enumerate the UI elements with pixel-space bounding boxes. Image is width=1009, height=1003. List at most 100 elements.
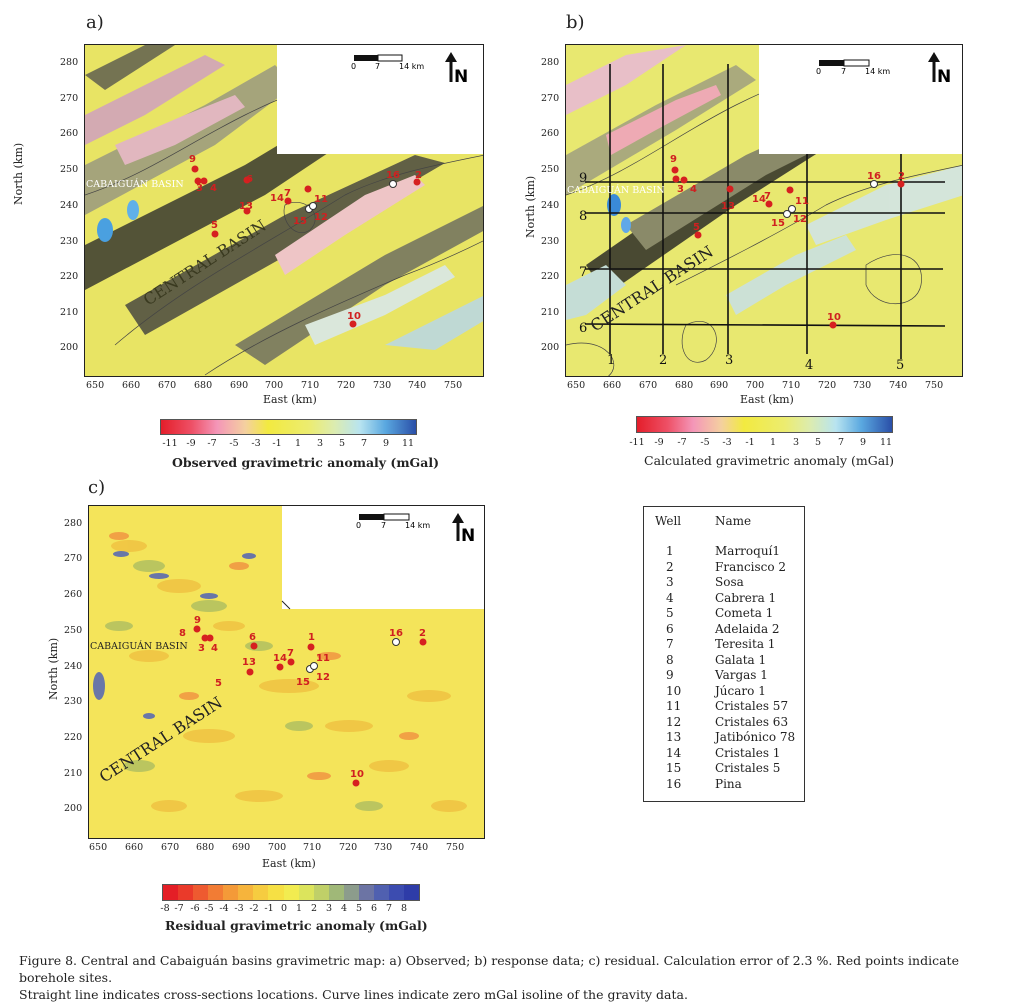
panel-a-map <box>84 44 484 377</box>
well-label: 12 <box>314 212 328 223</box>
well-label: 9 <box>194 615 201 626</box>
legend-well-num: 1 <box>666 544 674 558</box>
well-legend-table: Well Name 1 Marroquí1 2 Francisco 2 3 So… <box>643 506 805 802</box>
well-label: 13 <box>239 201 253 212</box>
well-marker[interactable] <box>191 165 421 328</box>
svg-text:9: 9 <box>579 171 587 186</box>
svg-text:N: N <box>454 67 468 87</box>
panel-a-label: a) <box>86 12 104 33</box>
svg-text:7: 7 <box>375 62 380 71</box>
panel-b-colorbar-title: Calculated gravimetric anomaly (mGal) <box>644 453 895 468</box>
legend-well-name: Francisco 2 <box>715 560 787 574</box>
legend-header-name: Name <box>715 514 752 528</box>
well-label: 3 <box>677 184 684 195</box>
central-basin-label: CENTRAL BASIN <box>96 693 226 787</box>
well-label: 12 <box>793 214 807 225</box>
cabaiguan-basin-label: CABAIGUÁN BASIN <box>90 640 188 652</box>
svg-text:0: 0 <box>356 521 361 530</box>
svg-text:7: 7 <box>381 521 386 530</box>
svg-text:14 km: 14 km <box>405 521 430 530</box>
legend-well-name: Galata 1 <box>715 653 767 667</box>
well-label: 4 <box>211 643 218 654</box>
panel-c-map <box>88 505 485 839</box>
legend-well-name: Cristales 5 <box>715 761 781 775</box>
central-basin-label: CENTRAL BASIN <box>140 216 270 310</box>
well-label: 11 <box>316 653 330 664</box>
legend-well-num: 11 <box>666 699 682 713</box>
well-label: 6 <box>246 174 253 185</box>
legend-well-num: 2 <box>666 560 674 574</box>
panel-c-residual-field <box>89 506 484 838</box>
well-label: 2 <box>898 171 905 182</box>
legend-well-num: 16 <box>666 777 682 791</box>
legend-well-name: Pina <box>715 777 742 791</box>
legend-well-num: 3 <box>666 575 674 589</box>
well-label: 13 <box>721 201 735 212</box>
well-marker[interactable] <box>671 166 905 329</box>
north-arrow-icon: N <box>445 52 468 87</box>
legend-well-name: Adelaida 2 <box>715 622 780 636</box>
legend-well-num: 14 <box>666 746 682 760</box>
legend-header-well: Well <box>655 514 682 528</box>
scale-bar: 0 7 14 km <box>351 54 424 71</box>
svg-text:5: 5 <box>896 358 904 373</box>
svg-text:2: 2 <box>659 353 667 368</box>
legend-well-num: 8 <box>666 653 674 667</box>
section-labels: 1 2 3 4 5 6 7 8 9 <box>579 171 904 373</box>
well-label: 8 <box>179 628 186 639</box>
svg-text:0: 0 <box>351 62 356 71</box>
well-label: 4 <box>690 184 697 195</box>
cross-section-lines[interactable] <box>584 64 946 359</box>
svg-text:14 km: 14 km <box>865 67 890 76</box>
legend-well-num: 9 <box>666 668 674 682</box>
well-label: 7 <box>764 191 771 202</box>
north-arrow-icon: N <box>452 513 475 546</box>
legend-well-num: 7 <box>666 637 674 651</box>
svg-text:3: 3 <box>725 353 733 368</box>
svg-text:1: 1 <box>607 353 615 368</box>
panel-c-colorbar <box>162 884 420 901</box>
legend-well-name: Cabrera 1 <box>715 591 777 605</box>
legend-well-num: 4 <box>666 591 674 605</box>
well-label: 10 <box>827 312 841 323</box>
panel-a-wells: 9 3 4 6 13 5 14 7 11 12 15 16 2 10 CABAI… <box>86 52 468 328</box>
panel-a-colorbar <box>160 419 417 435</box>
well-label: 15 <box>771 218 785 229</box>
svg-text:7: 7 <box>841 67 846 76</box>
svg-text:7: 7 <box>579 265 587 280</box>
legend-well-num: 12 <box>666 715 682 729</box>
well-marker[interactable] <box>193 625 427 787</box>
svg-text:N: N <box>461 526 475 546</box>
panel-c-ylabel: North (km) <box>47 637 60 700</box>
legend-well-name: Sosa <box>715 575 744 589</box>
legend-well-num: 15 <box>666 761 682 775</box>
well-label: 1 <box>308 632 315 643</box>
well-label: 9 <box>189 154 196 165</box>
legend-well-name: Teresita 1 <box>715 637 776 651</box>
legend-well-name: Cometa 1 <box>715 606 774 620</box>
panel-b-colorbar <box>636 416 893 433</box>
svg-text:8: 8 <box>579 209 587 224</box>
scale-bar: 0 7 14 km <box>816 59 890 76</box>
panel-b-xlabel: East (km) <box>740 393 794 406</box>
svg-text:0: 0 <box>816 67 821 76</box>
well-label: 16 <box>867 171 881 182</box>
svg-text:4: 4 <box>805 358 813 373</box>
cabaiguan-basin-label: CABAIGUÁN BASIN <box>86 178 184 190</box>
legend-well-num: 6 <box>666 622 674 636</box>
panel-c-label: c) <box>88 477 106 498</box>
svg-text:6: 6 <box>579 321 587 336</box>
well-label: 3 <box>196 183 203 194</box>
well-label: 5 <box>215 678 222 689</box>
figure-caption: Figure 8. Central and Cabaiguán basins g… <box>19 952 1004 1003</box>
svg-text:N: N <box>937 67 951 87</box>
panel-a-colorbar-title: Observed gravimetric anomaly (mGal) <box>172 455 439 470</box>
well-label: 14 <box>270 193 284 204</box>
legend-well-name: Jatibónico 78 <box>715 730 796 744</box>
north-arrow-icon: N <box>928 52 951 87</box>
well-label: 5 <box>693 222 700 233</box>
legend-well-num: 5 <box>666 606 674 620</box>
caption-line-1: Figure 8. Central and Cabaiguán basins g… <box>19 953 959 985</box>
svg-text:14 km: 14 km <box>399 62 424 71</box>
legend-well-name: Vargas 1 <box>715 668 768 682</box>
